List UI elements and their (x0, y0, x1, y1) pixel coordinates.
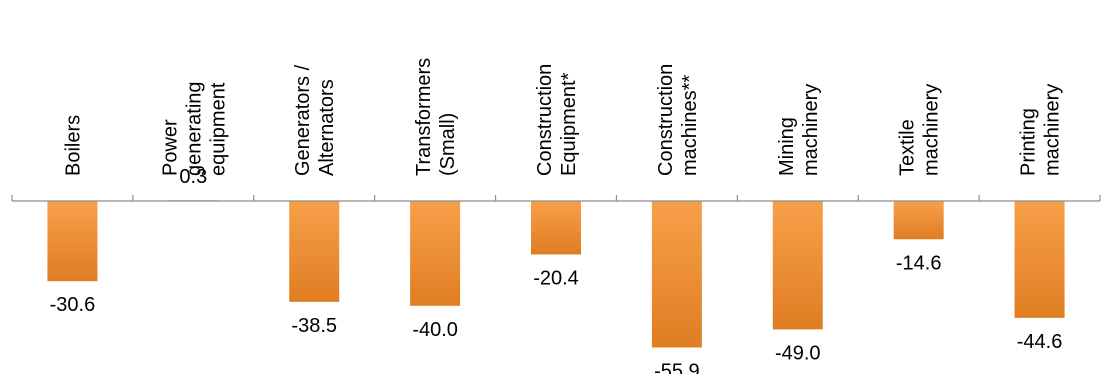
category-label-line: Mining (776, 117, 798, 176)
category-label-line: machinery (800, 84, 822, 176)
category-label: Power generating equipment (159, 81, 229, 176)
bar (893, 201, 944, 240)
data-label: -49.0 (775, 342, 821, 364)
category-label-line: Transformers (413, 58, 435, 176)
category-label-line: Boilers (62, 115, 84, 176)
category-label: Generators / Alternators (292, 64, 338, 176)
category-label-line: Generators / (292, 64, 314, 176)
category-label-line: (Small) (437, 113, 459, 176)
category-label-line: machinery (921, 84, 943, 176)
bar (772, 201, 823, 330)
category-label: Boilers (62, 115, 84, 176)
category-label: Construction Equipment* (534, 64, 580, 176)
category-label: Mining machinery (776, 84, 822, 176)
data-label: -20.4 (533, 267, 579, 289)
x-axis (11, 195, 1101, 202)
category-label: Transformers (Small) (413, 58, 459, 176)
bars-layer (47, 200, 1065, 348)
category-label-line: Alternators (316, 79, 338, 176)
category-label: Textile machinery (897, 84, 943, 176)
data-label: -14.6 (896, 252, 942, 274)
category-label-line: Equipment* (558, 72, 580, 176)
data-label: -55.9 (654, 360, 700, 374)
category-label-line: Construction (534, 64, 556, 176)
category-label-line: generating (183, 81, 205, 176)
category-label-line: Printing (1018, 108, 1040, 176)
category-label-line: machines** (679, 75, 701, 176)
data-label: -44.6 (1017, 331, 1063, 353)
category-label-line: Power (159, 119, 181, 176)
category-label-line: Construction (655, 64, 677, 176)
data-label: 0.3 (179, 166, 207, 188)
data-label: -30.6 (50, 294, 96, 316)
category-label-line: equipment (207, 82, 229, 176)
category-label-line: machinery (1042, 84, 1064, 176)
bar (651, 201, 702, 348)
data-label: -40.0 (412, 319, 458, 341)
bar (410, 201, 461, 306)
category-label: Construction machines** (655, 64, 701, 176)
bar (531, 201, 581, 255)
category-label-line: Textile (897, 119, 919, 176)
data-label: -38.5 (291, 315, 337, 337)
bar (1014, 201, 1065, 318)
bar (289, 201, 340, 302)
category-label: Printing machinery (1018, 84, 1064, 176)
bar (47, 201, 98, 282)
